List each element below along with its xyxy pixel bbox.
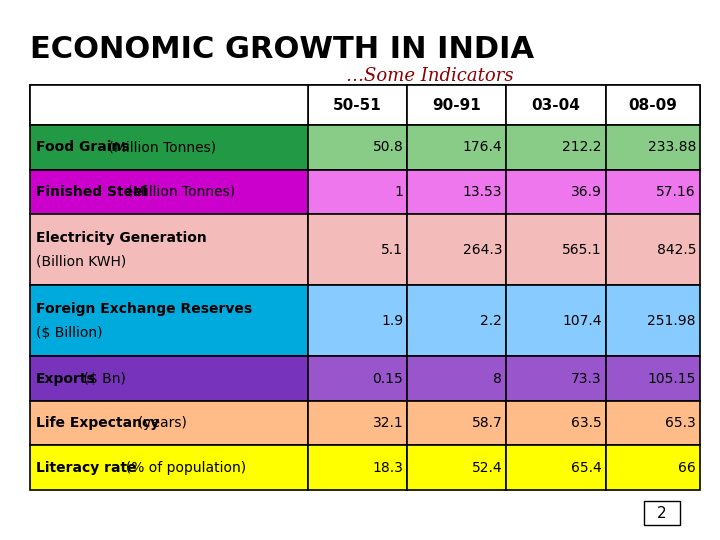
Text: 52.4: 52.4	[472, 461, 503, 475]
Text: 90-91: 90-91	[433, 98, 481, 112]
Text: 176.4: 176.4	[463, 140, 503, 154]
Bar	[408, 285, 506, 356]
Bar	[30, 170, 308, 214]
Text: 65.4: 65.4	[571, 461, 601, 475]
Text: 2.2: 2.2	[480, 314, 503, 328]
Bar	[408, 85, 506, 125]
Bar	[30, 446, 308, 490]
Text: 65.3: 65.3	[665, 416, 696, 430]
Bar	[30, 85, 308, 125]
Text: 73.3: 73.3	[571, 372, 601, 386]
Bar	[606, 214, 700, 285]
Text: …Some Indicators: …Some Indicators	[346, 67, 514, 85]
Bar	[506, 125, 606, 170]
Text: ($ Bn): ($ Bn)	[79, 372, 126, 386]
Text: 66: 66	[678, 461, 696, 475]
Bar	[408, 356, 506, 401]
Text: 32.1: 32.1	[372, 416, 403, 430]
Bar	[606, 170, 700, 214]
Bar	[606, 446, 700, 490]
Bar	[408, 125, 506, 170]
Text: 105.15: 105.15	[647, 372, 696, 386]
Bar	[506, 214, 606, 285]
Text: 58.7: 58.7	[472, 416, 503, 430]
Bar	[30, 401, 308, 445]
Bar	[408, 446, 506, 490]
Bar	[30, 125, 308, 170]
Bar	[308, 125, 408, 170]
Text: 1.9: 1.9	[381, 314, 403, 328]
Bar	[506, 85, 606, 125]
Text: Exports: Exports	[36, 372, 96, 386]
Text: Foreign Exchange Reserves: Foreign Exchange Reserves	[36, 302, 252, 316]
Text: 08-09: 08-09	[629, 98, 678, 112]
Bar	[408, 214, 506, 285]
Bar	[30, 214, 308, 285]
Bar	[606, 356, 700, 401]
Text: 212.2: 212.2	[562, 140, 601, 154]
Text: (% of population): (% of population)	[117, 461, 246, 475]
Text: 50.8: 50.8	[372, 140, 403, 154]
Bar	[308, 285, 408, 356]
Bar	[408, 401, 506, 445]
Text: Electricity Generation: Electricity Generation	[36, 231, 207, 245]
Bar	[644, 501, 680, 525]
Text: 264.3: 264.3	[463, 242, 503, 256]
Text: Life Expectancy: Life Expectancy	[36, 416, 159, 430]
Text: 63.5: 63.5	[571, 416, 601, 430]
Text: 57.16: 57.16	[657, 185, 696, 199]
Text: Literacy rate: Literacy rate	[36, 461, 137, 475]
Bar	[606, 125, 700, 170]
Text: 18.3: 18.3	[372, 461, 403, 475]
Text: (Billion KWH): (Billion KWH)	[36, 255, 126, 269]
Text: 5.1: 5.1	[381, 242, 403, 256]
Text: ($ Billion): ($ Billion)	[36, 326, 102, 340]
Text: 0.15: 0.15	[372, 372, 403, 386]
Text: (Million Tonnes): (Million Tonnes)	[104, 140, 216, 154]
Bar	[30, 285, 308, 356]
Bar	[308, 401, 408, 445]
Text: 36.9: 36.9	[571, 185, 601, 199]
Text: 565.1: 565.1	[562, 242, 601, 256]
Text: ECONOMIC GROWTH IN INDIA: ECONOMIC GROWTH IN INDIA	[30, 35, 534, 64]
Text: Food Grains: Food Grains	[36, 140, 130, 154]
Bar	[506, 401, 606, 445]
Bar	[30, 356, 308, 401]
Bar	[308, 356, 408, 401]
Bar	[506, 356, 606, 401]
Text: 13.53: 13.53	[463, 185, 503, 199]
Text: 50-51: 50-51	[333, 98, 382, 112]
Bar	[308, 446, 408, 490]
Bar	[606, 285, 700, 356]
Text: 1: 1	[395, 185, 403, 199]
Text: 8: 8	[493, 372, 503, 386]
Bar	[408, 170, 506, 214]
Text: 251.98: 251.98	[647, 314, 696, 328]
Text: 842.5: 842.5	[657, 242, 696, 256]
Text: Finished Steel: Finished Steel	[36, 185, 148, 199]
Text: (Million Tonnes): (Million Tonnes)	[123, 185, 235, 199]
Bar	[506, 446, 606, 490]
Bar	[308, 170, 408, 214]
Bar	[506, 170, 606, 214]
Bar	[606, 401, 700, 445]
Text: 233.88: 233.88	[647, 140, 696, 154]
Bar	[606, 85, 700, 125]
Bar	[308, 85, 408, 125]
Bar	[30, 85, 700, 125]
Bar	[308, 214, 408, 285]
Text: (years): (years)	[129, 416, 187, 430]
Text: 03-04: 03-04	[531, 98, 580, 112]
Bar	[506, 285, 606, 356]
Text: 107.4: 107.4	[562, 314, 601, 328]
Text: 2: 2	[657, 505, 667, 521]
